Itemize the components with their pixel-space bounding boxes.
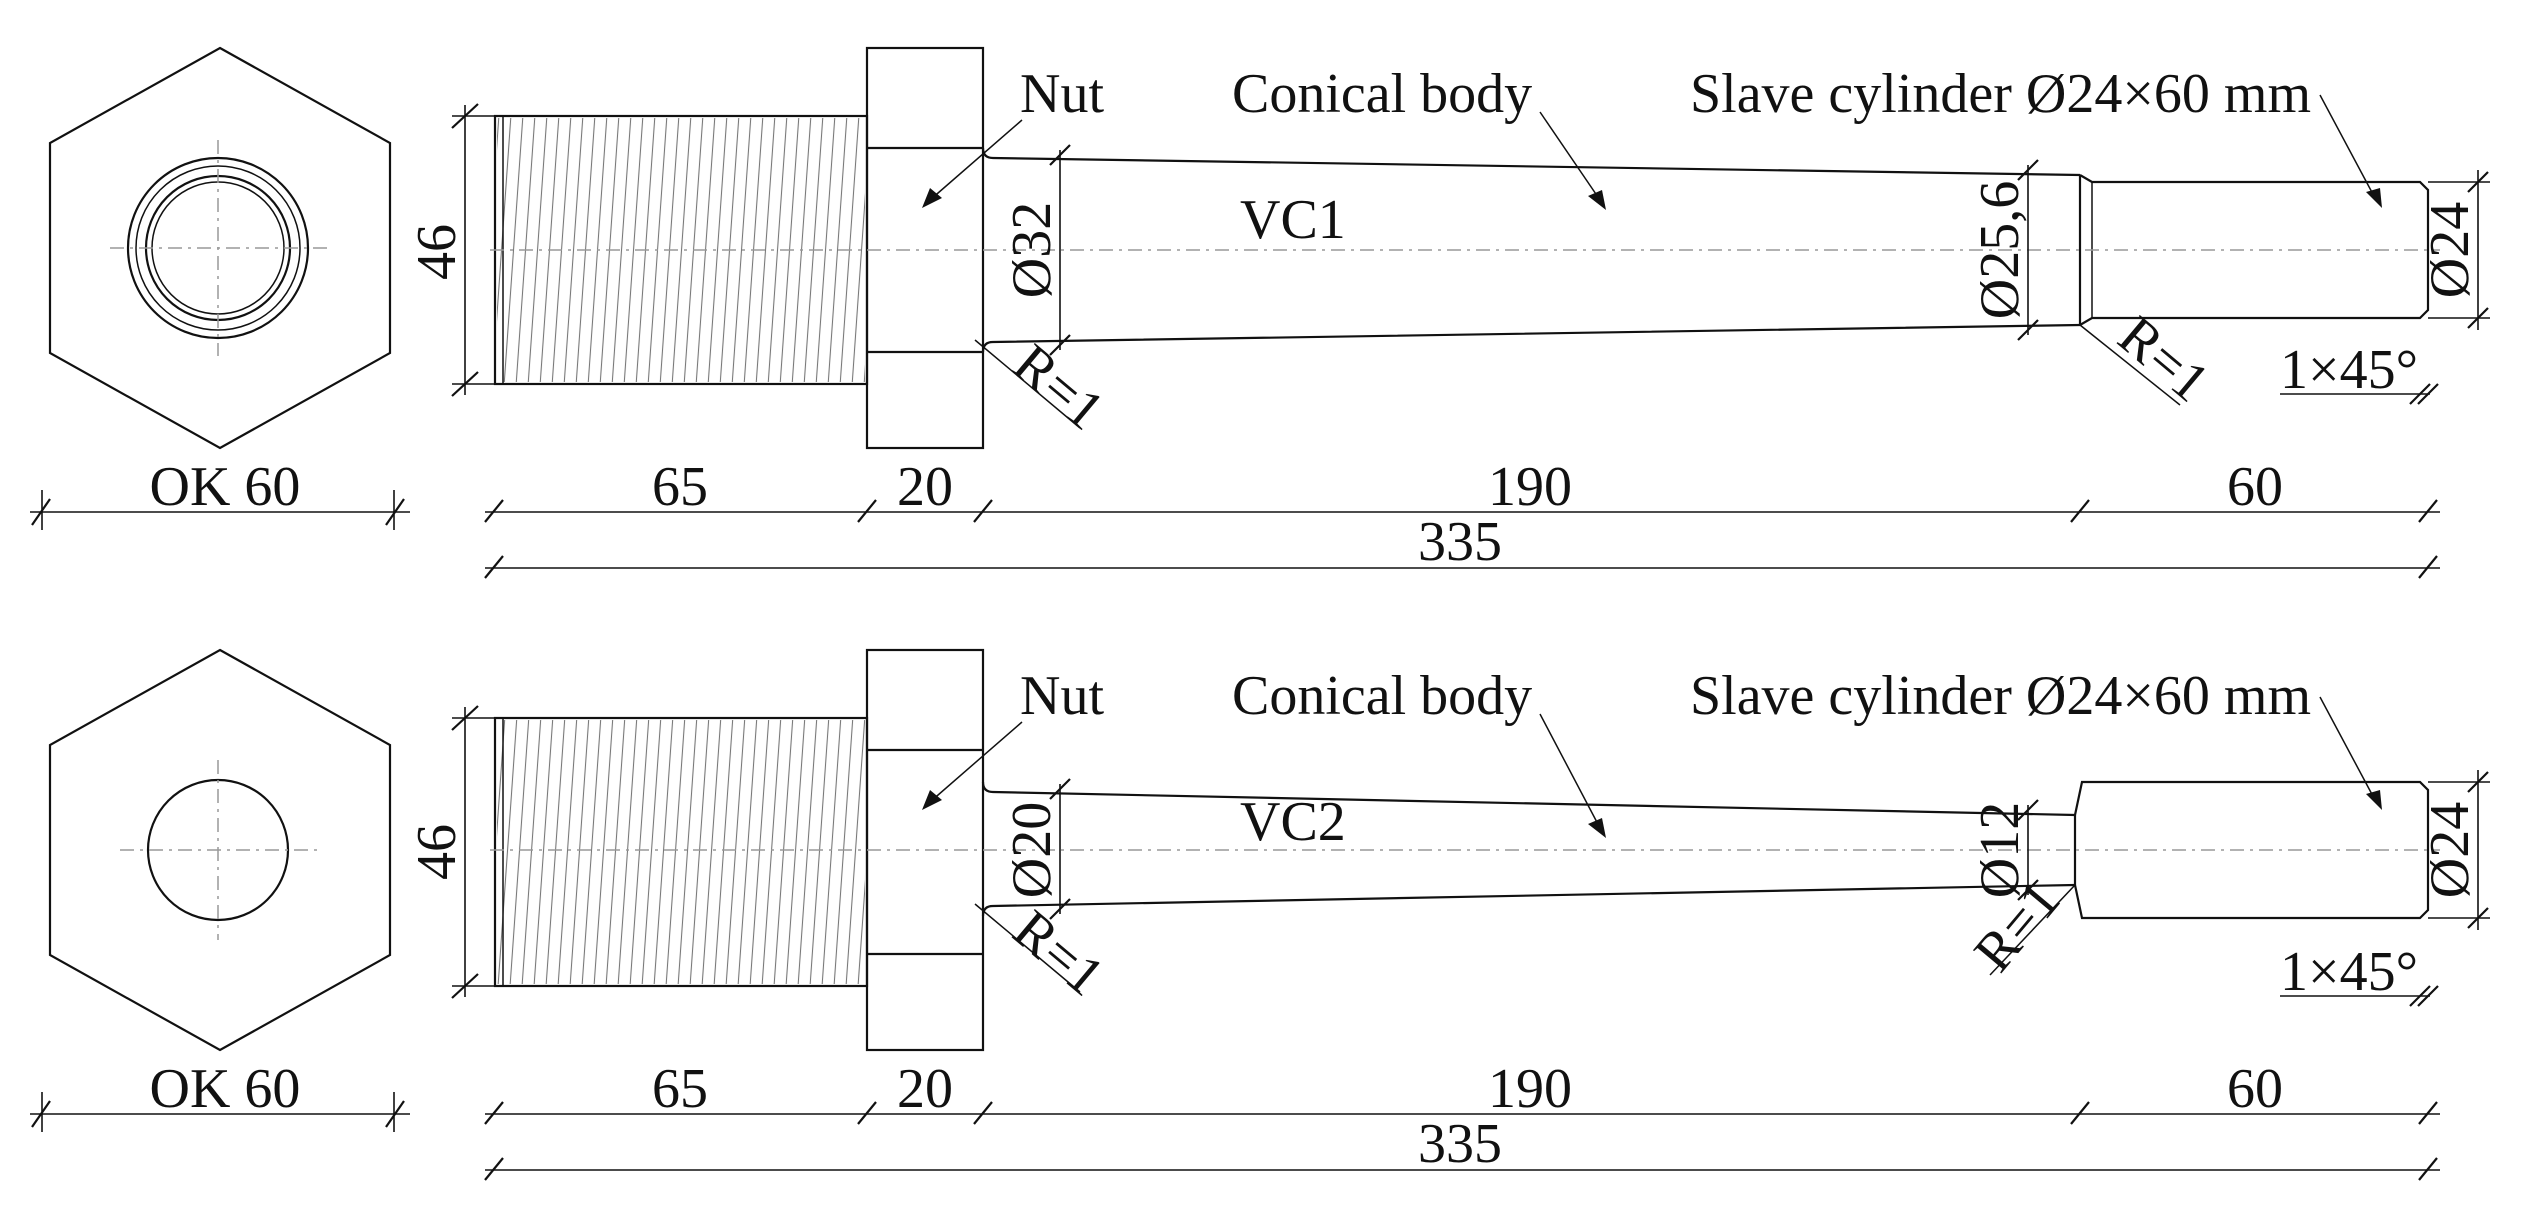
callouts: Nut Conical body Slave cylinder Ø24×60 m… <box>922 63 2382 251</box>
hex-end-view <box>48 648 392 1052</box>
len-cyl-label: 60 <box>2227 456 2283 518</box>
hex-size-dimension: OK 60 <box>30 1058 410 1132</box>
nut-leader-arrow <box>922 790 942 810</box>
hex-end-view <box>48 46 392 450</box>
view-vc1: OK 60 46 <box>30 46 2490 579</box>
hex-size-label: OK 60 <box>150 1058 301 1120</box>
cone-start-dia-label: Ø20 <box>1001 802 1063 898</box>
length-dims: 65 20 190 60 335 <box>484 456 2440 579</box>
radius-label-2: R=1 <box>2107 304 2221 414</box>
radius-chamfer: R=1 R=1 1×45° <box>974 304 2439 442</box>
hex-outline <box>48 648 392 1052</box>
thread-outer-circle <box>126 156 310 340</box>
len-cone-label: 190 <box>1488 456 1572 518</box>
conical-body-label: Conical body <box>1232 63 1532 125</box>
chamfer-label: 1×45° <box>2280 941 2418 1003</box>
radius-label-1: R=1 <box>1002 898 1116 1008</box>
cone-start-dia-label: Ø32 <box>1001 202 1063 298</box>
conical-body <box>981 781 2077 917</box>
body-leader-arrow <box>1588 818 1606 838</box>
cone-end-dia-label: Ø12 <box>1969 802 2031 898</box>
slave-leader-arrow <box>2366 188 2382 208</box>
len-total-label: 335 <box>1418 1113 1502 1175</box>
cyl-dia-label: Ø24 <box>2419 202 2481 298</box>
callouts: Nut Conical body Slave cylinder Ø24×60 m… <box>922 665 2382 853</box>
thread-dia-dimension: 46 <box>406 705 495 999</box>
slave-leader-arrow <box>2366 790 2382 810</box>
len-cyl-label: 60 <box>2227 1058 2283 1120</box>
nut-label: Nut <box>1020 665 1104 727</box>
cone-end-dia-label: Ø25,6 <box>1969 181 2031 319</box>
nut-leader-arrow <box>922 188 942 208</box>
len-total-label: 335 <box>1418 511 1502 573</box>
radius-label-1: R=1 <box>1002 332 1116 442</box>
thread-root-circle <box>135 165 301 331</box>
len-nut-label: 20 <box>897 1058 953 1120</box>
hex-size-label: OK 60 <box>150 456 301 518</box>
cone-outline <box>981 781 2076 917</box>
len-thread-label: 65 <box>652 1058 708 1120</box>
len-cone-label: 190 <box>1488 1058 1572 1120</box>
conical-body <box>981 147 2082 353</box>
view-vc2: OK 60 46 Nut <box>30 648 2490 1181</box>
thread-dia-dimension: 46 <box>406 103 495 397</box>
conical-body-label: Conical body <box>1232 665 1532 727</box>
slave-cylinder <box>2073 780 2430 920</box>
cylinder-outline <box>2079 174 2430 326</box>
thread-dia-label: 46 <box>406 224 468 280</box>
cylinder-outline <box>2073 780 2430 920</box>
nut <box>865 46 985 450</box>
vc-name-label: VC1 <box>1240 189 1346 251</box>
length-dims: 65 20 190 60 335 <box>484 1058 2440 1181</box>
nut-outline <box>865 46 985 450</box>
body-leader-arrow <box>1588 190 1606 210</box>
len-thread-label: 65 <box>652 456 708 518</box>
slave-cylinder-label: Slave cylinder Ø24×60 mm <box>1690 665 2311 727</box>
thread-dia-label: 46 <box>406 824 468 880</box>
diameter-dims: Ø20 Ø12 Ø24 <box>1001 770 2490 930</box>
hex-size-dimension: OK 60 <box>30 456 410 530</box>
nut-label: Nut <box>1020 63 1104 125</box>
cyl-dia-label: Ø24 <box>2419 802 2481 898</box>
diameter-dims: Ø32 Ø25,6 Ø24 <box>1001 144 2490 356</box>
vc-name-label: VC2 <box>1240 791 1346 853</box>
threaded-section <box>493 716 869 988</box>
radius-chamfer: R=1 R=1 1×45° <box>974 869 2439 1008</box>
len-nut-label: 20 <box>897 456 953 518</box>
hex-outline <box>48 46 392 450</box>
slave-cylinder-label: Slave cylinder Ø24×60 mm <box>1690 63 2311 125</box>
cone-outline <box>981 147 2081 353</box>
chamfer-label: 1×45° <box>2280 339 2418 401</box>
